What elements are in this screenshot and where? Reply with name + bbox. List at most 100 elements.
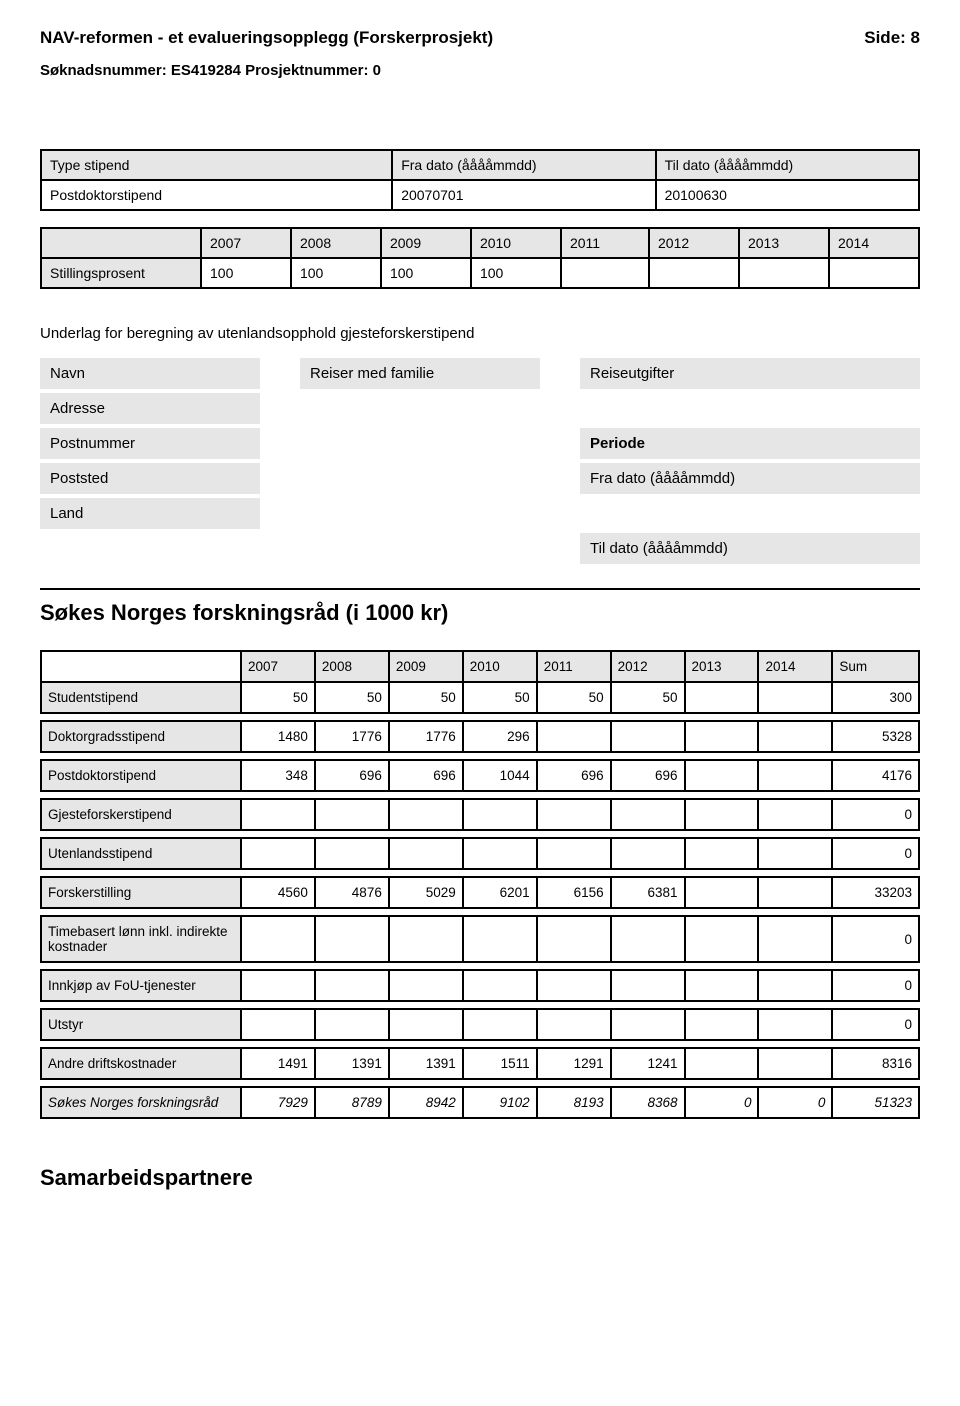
cell (685, 799, 759, 830)
row-label: Timebasert lønn inkl. indirekte kostnade… (41, 916, 241, 962)
cell (685, 721, 759, 752)
cell: 5328 (832, 721, 919, 752)
row-label: Innkjøp av FoU-tjenester (41, 970, 241, 1001)
cell (611, 970, 685, 1001)
col-header: 2007 (241, 651, 315, 682)
label-reiseutgifter: Reiseutgifter (580, 358, 920, 391)
cell (389, 916, 463, 962)
cell (241, 970, 315, 1001)
label-til-dato: Til dato (ååååmmdd) (580, 531, 920, 566)
cell: 300 (832, 682, 919, 713)
cell: 20100630 (656, 180, 919, 210)
cell: 50 (537, 682, 611, 713)
col-header: 2007 (201, 228, 291, 258)
row-label: Andre driftskostnader (41, 1048, 241, 1079)
cell: 50 (241, 682, 315, 713)
col-header: Type stipend (41, 150, 392, 180)
row-label: Forskerstilling (41, 877, 241, 908)
col-header: 2009 (389, 651, 463, 682)
cell: Postdoktorstipend (41, 180, 392, 210)
cell (463, 799, 537, 830)
cell: 4176 (832, 760, 919, 791)
col-header: 2014 (829, 228, 919, 258)
cell (758, 760, 832, 791)
cell: 20070701 (392, 180, 655, 210)
cell (758, 682, 832, 713)
cell (315, 838, 389, 869)
underlag-heading: Underlag for beregning av utenlandsoppho… (40, 315, 920, 342)
col-header: 2011 (537, 651, 611, 682)
cell (241, 1009, 315, 1040)
cell: 696 (537, 760, 611, 791)
cell: 100 (201, 258, 291, 288)
cell: 0 (832, 1009, 919, 1040)
cell (389, 799, 463, 830)
cell (758, 970, 832, 1001)
document-title: NAV-reformen - et evalueringsopplegg (Fo… (40, 28, 493, 48)
cell (685, 760, 759, 791)
cell (611, 1009, 685, 1040)
label-navn: Navn (40, 358, 260, 391)
cell: 696 (315, 760, 389, 791)
cell (758, 799, 832, 830)
col-header: 2010 (471, 228, 561, 258)
cell (685, 1009, 759, 1040)
label-postnummer: Postnummer (40, 426, 260, 461)
cell (537, 721, 611, 752)
cell: 348 (241, 760, 315, 791)
cell (537, 970, 611, 1001)
budget-table: 2007 2008 2009 2010 2011 2012 2013 2014 … (40, 650, 920, 1119)
cell (463, 916, 537, 962)
cell: 8368 (611, 1087, 685, 1118)
row-label: Stillingsprosent (41, 258, 201, 288)
cell: 50 (315, 682, 389, 713)
cell: 1776 (389, 721, 463, 752)
cell (758, 916, 832, 962)
col-header: 2013 (739, 228, 829, 258)
cell: 1241 (611, 1048, 685, 1079)
cell (685, 682, 759, 713)
col-header: 2008 (291, 228, 381, 258)
col-header: 2013 (685, 651, 759, 682)
cell: 1480 (241, 721, 315, 752)
section-heading-budget: Søkes Norges forskningsråd (i 1000 kr) (40, 588, 920, 626)
travel-info-block: Navn Reiser med familie Reiseutgifter Ad… (40, 358, 920, 568)
cell (829, 258, 919, 288)
col-header: 2014 (758, 651, 832, 682)
cell: 1044 (463, 760, 537, 791)
label-fra-dato: Fra dato (ååååmmdd) (580, 461, 920, 496)
cell: 1391 (315, 1048, 389, 1079)
cell (389, 970, 463, 1001)
cell (758, 1048, 832, 1079)
col-header: 2012 (649, 228, 739, 258)
cell: 0 (685, 1087, 759, 1118)
label-poststed: Poststed (40, 461, 260, 496)
cell: 6201 (463, 877, 537, 908)
col-header: 2012 (611, 651, 685, 682)
cell: 696 (611, 760, 685, 791)
cell (739, 258, 829, 288)
col-header-sum: Sum (832, 651, 919, 682)
col-header: 2008 (315, 651, 389, 682)
cell (315, 916, 389, 962)
cell (685, 970, 759, 1001)
cell (537, 916, 611, 962)
cell (537, 838, 611, 869)
cell: 100 (381, 258, 471, 288)
cell (758, 1009, 832, 1040)
cell (561, 258, 649, 288)
cell (241, 916, 315, 962)
cell (758, 877, 832, 908)
cell: 0 (832, 970, 919, 1001)
cell: 0 (832, 838, 919, 869)
cell: 100 (471, 258, 561, 288)
cell: 33203 (832, 877, 919, 908)
cell: 50 (611, 682, 685, 713)
col-header: Til dato (ååååmmdd) (656, 150, 919, 180)
cell (611, 799, 685, 830)
cell: 9102 (463, 1087, 537, 1118)
label-periode: Periode (580, 426, 920, 461)
cell: 8316 (832, 1048, 919, 1079)
cell: 50 (389, 682, 463, 713)
cell: 296 (463, 721, 537, 752)
